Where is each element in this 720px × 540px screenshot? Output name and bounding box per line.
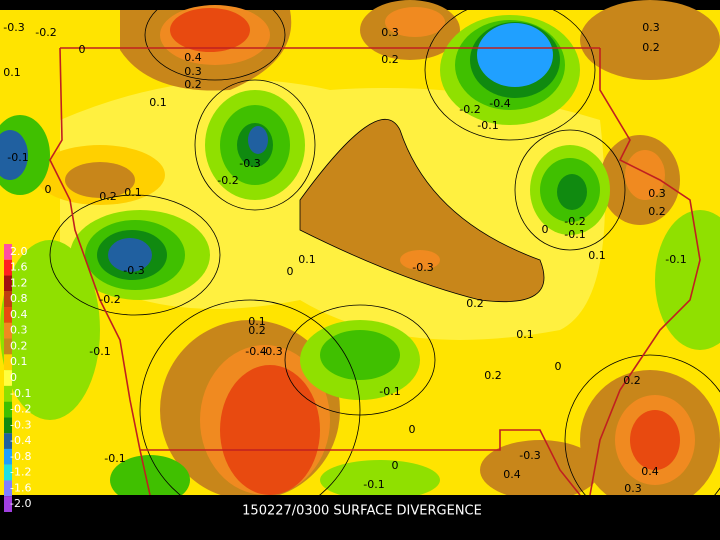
contour-label: -0.4 (489, 97, 510, 110)
legend-swatch (4, 496, 12, 512)
contour-label: 0.2 (184, 78, 202, 91)
legend-swatch (4, 307, 12, 323)
legend-label: 0.2 (10, 339, 28, 352)
contour-label: 0.2 (623, 374, 641, 387)
legend-swatch (4, 291, 12, 308)
contour-label: -0.1 (363, 478, 384, 491)
contour-label: 0.1 (248, 315, 266, 328)
field (0, 0, 720, 510)
contour-label: -0.3 (261, 345, 282, 358)
legend-swatch (4, 322, 12, 339)
contour-label: 0 (45, 183, 52, 196)
contour-label: 0.2 (484, 369, 502, 382)
caption-bar (0, 495, 720, 540)
legend-swatch (4, 464, 12, 481)
contour-label: 0.2 (99, 190, 117, 203)
legend-label: 1.2 (10, 276, 28, 289)
contour-label: -0.1 (564, 228, 585, 241)
contour-label: -0.2 (99, 293, 120, 306)
legend-label: -0.1 (10, 387, 31, 400)
contour-label: 0.1 (149, 96, 167, 109)
contour-label: -0.1 (104, 452, 125, 465)
contour-label: -0.1 (379, 385, 400, 398)
legend-swatch (4, 433, 12, 449)
contour-label: 0.2 (466, 297, 484, 310)
contour-label: -0.2 (35, 26, 56, 39)
legend-label: -0.3 (10, 418, 31, 431)
legend-label: -2.0 (10, 497, 31, 510)
legend-label: -1.6 (10, 481, 31, 494)
legend-swatch (4, 275, 12, 292)
legend-swatch (4, 417, 12, 434)
legend-swatch (4, 448, 12, 465)
legend-label: 1.6 (10, 261, 28, 274)
legend-swatch (4, 259, 12, 276)
legend-label: 0.4 (10, 308, 28, 321)
contour-label: 0 (409, 423, 416, 436)
legend-label: 0.1 (10, 355, 28, 368)
caption: 150227/0300 SURFACE DIVERGENCE (242, 504, 482, 519)
contour-label: -0.2 (217, 174, 238, 187)
contour-label: 0.3 (642, 21, 660, 34)
contour-label: -0.3 (239, 157, 260, 170)
legend-label: 0 (10, 371, 17, 384)
contour-label: 0.2 (648, 205, 666, 218)
contour-label: -0.4 (245, 345, 266, 358)
contour-label: 0.3 (184, 65, 202, 78)
contour-label: -0.3 (412, 261, 433, 274)
contour-label: 0.1 (588, 249, 606, 262)
contour-label: -0.3 (123, 264, 144, 277)
legend-swatch (4, 385, 12, 402)
contour-label: -0.2 (459, 103, 480, 116)
legend-label: -0.2 (10, 403, 31, 416)
contour-label: 0.4 (184, 51, 202, 64)
contour-label: 0.4 (503, 468, 521, 481)
legend-swatch (4, 370, 12, 386)
contour-label: 0.1 (516, 328, 534, 341)
legend-swatch (4, 401, 12, 418)
contour-label: 0.3 (648, 187, 666, 200)
contour-label: 0.2 (642, 41, 660, 54)
legend-swatch (4, 244, 12, 260)
legend-swatch (4, 354, 12, 371)
legend-label: 0.3 (10, 324, 28, 337)
legend-label: 2.0 (10, 245, 28, 258)
contour-label: -0.1 (89, 345, 110, 358)
contour-label: -0.3 (519, 449, 540, 462)
legend: 2.0 1.6 1.2 0.8 0.4 0.3 0.2 0.1 0 -0.1 -0.2 -0.3 -0.… (4, 244, 31, 512)
contour-label: 0.2 (248, 324, 266, 337)
contour-label: 0.1 (124, 186, 142, 199)
contour-label: -0.3 (3, 21, 24, 34)
contour-label: 0.3 (381, 26, 399, 39)
contour-label: 0.1 (3, 66, 21, 79)
contour-label: 0 (555, 360, 562, 373)
contour-label: 0.4 (641, 465, 659, 478)
contour-label: 0 (79, 43, 86, 56)
contour-label: 0 (392, 459, 399, 472)
legend-label: -0.8 (10, 450, 31, 463)
contour-label: 0 (542, 223, 549, 236)
legend-label: -0.4 (10, 434, 31, 447)
legend-swatch (4, 480, 12, 497)
contour-label: -0.1 (7, 151, 28, 164)
borders (49, 47, 701, 496)
contour-labels: -0.3 -0.200.10.40.30.20.10.30.2-0.2 -0.4-0… (3, 21, 686, 495)
contour-label: 0.3 (624, 482, 642, 495)
contour-label: 0 (287, 265, 294, 278)
legend-label: -1.2 (10, 466, 31, 479)
contour-label: -0.1 (477, 119, 498, 132)
legend-label: 0.8 (10, 292, 28, 305)
contours (49, 0, 720, 526)
legend-swatch (4, 338, 12, 355)
contour-label: 0.1 (298, 253, 316, 266)
contour-label: -0.1 (665, 253, 686, 266)
contour-label: -0.2 (564, 215, 585, 228)
contour-label: 0.2 (381, 53, 399, 66)
